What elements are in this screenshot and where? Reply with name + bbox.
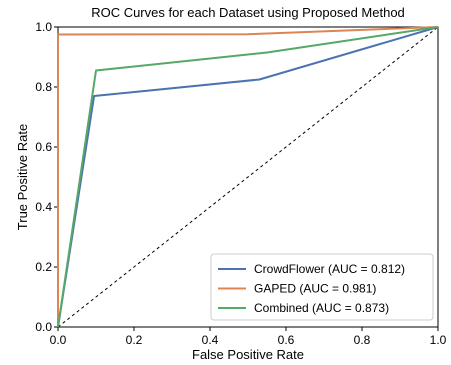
- x-axis-label: False Positive Rate: [192, 347, 304, 362]
- x-tick-label: 1.0: [430, 333, 447, 347]
- y-axis-label: True Positive Rate: [15, 124, 30, 230]
- y-axis-ticks: 0.0 0.2 0.4 0.6 0.8 1.0: [35, 20, 58, 334]
- chart-title: ROC Curves for each Dataset using Propos…: [91, 5, 405, 20]
- y-tick-label: 1.0: [35, 20, 52, 34]
- x-tick-label: 0.2: [126, 333, 143, 347]
- legend-label-combined: Combined (AUC = 0.873): [254, 301, 389, 315]
- x-tick-label: 0.8: [354, 333, 371, 347]
- y-tick-label: 0.2: [35, 260, 52, 274]
- y-tick-label: 0.8: [35, 80, 52, 94]
- x-axis-ticks: 0.0 0.2 0.4 0.6 0.8 1.0: [50, 327, 447, 347]
- legend-label-crowdflower: CrowdFlower (AUC = 0.812): [254, 262, 405, 276]
- x-tick-label: 0.0: [50, 333, 67, 347]
- legend-box: [210, 253, 434, 321]
- legend: CrowdFlower (AUC = 0.812) GAPED (AUC = 0.…: [210, 253, 434, 321]
- y-tick-label: 0.6: [35, 140, 52, 154]
- legend-label-gaped: GAPED (AUC = 0.981): [254, 282, 376, 296]
- x-tick-label: 0.4: [202, 333, 219, 347]
- chance-diagonal-line: [57, 26, 439, 328]
- x-tick-label: 0.6: [278, 333, 295, 347]
- series-lines: [57, 26, 439, 328]
- y-tick-label: 0.0: [35, 320, 52, 334]
- y-tick-label: 0.4: [35, 200, 52, 214]
- series-line-combined: [57, 26, 439, 328]
- series-line-gaped: [57, 26, 439, 327]
